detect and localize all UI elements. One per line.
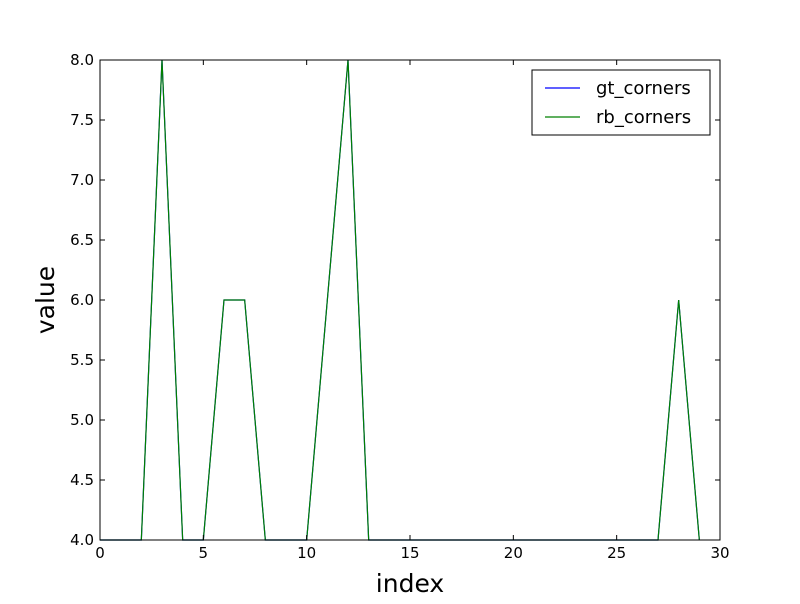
x-tick-label: 20 xyxy=(504,544,523,562)
y-tick-label: 7.0 xyxy=(70,171,94,189)
legend: gt_corners rb_corners xyxy=(531,69,711,136)
y-tick-label: 8.0 xyxy=(70,51,94,69)
y-tick-label: 6.0 xyxy=(70,291,94,309)
plot-area xyxy=(100,60,720,540)
y-axis-label: value xyxy=(31,266,60,334)
tick-layer: 0 5 10 15 20 25 30 4.0 4.5 5.0 5.5 6.0 6.5 7.0 7.5 8.0 xyxy=(70,51,729,562)
legend-label-gt_corners: gt_corners xyxy=(596,78,691,99)
legend-label-rb_corners: rb_corners xyxy=(596,107,691,128)
x-tick-label: 5 xyxy=(199,544,209,562)
y-tick-label: 5.0 xyxy=(70,411,94,429)
y-tick-label: 6.5 xyxy=(70,231,94,249)
y-tick-label: 4.0 xyxy=(70,531,94,549)
x-tick-label: 15 xyxy=(400,544,419,562)
x-tick-label: 25 xyxy=(607,544,626,562)
legend-box xyxy=(531,69,711,136)
y-tick-label: 5.5 xyxy=(70,351,94,369)
x-axis-label: index xyxy=(376,569,444,598)
x-tick-label: 10 xyxy=(297,544,316,562)
y-tick-label: 4.5 xyxy=(70,471,94,489)
y-tick-label: 7.5 xyxy=(70,111,94,129)
x-tick-label: 30 xyxy=(710,544,729,562)
plot-frame xyxy=(99,59,721,541)
legend-entries: gt_corners rb_corners xyxy=(545,78,691,128)
x-tick-label: 0 xyxy=(95,544,105,562)
